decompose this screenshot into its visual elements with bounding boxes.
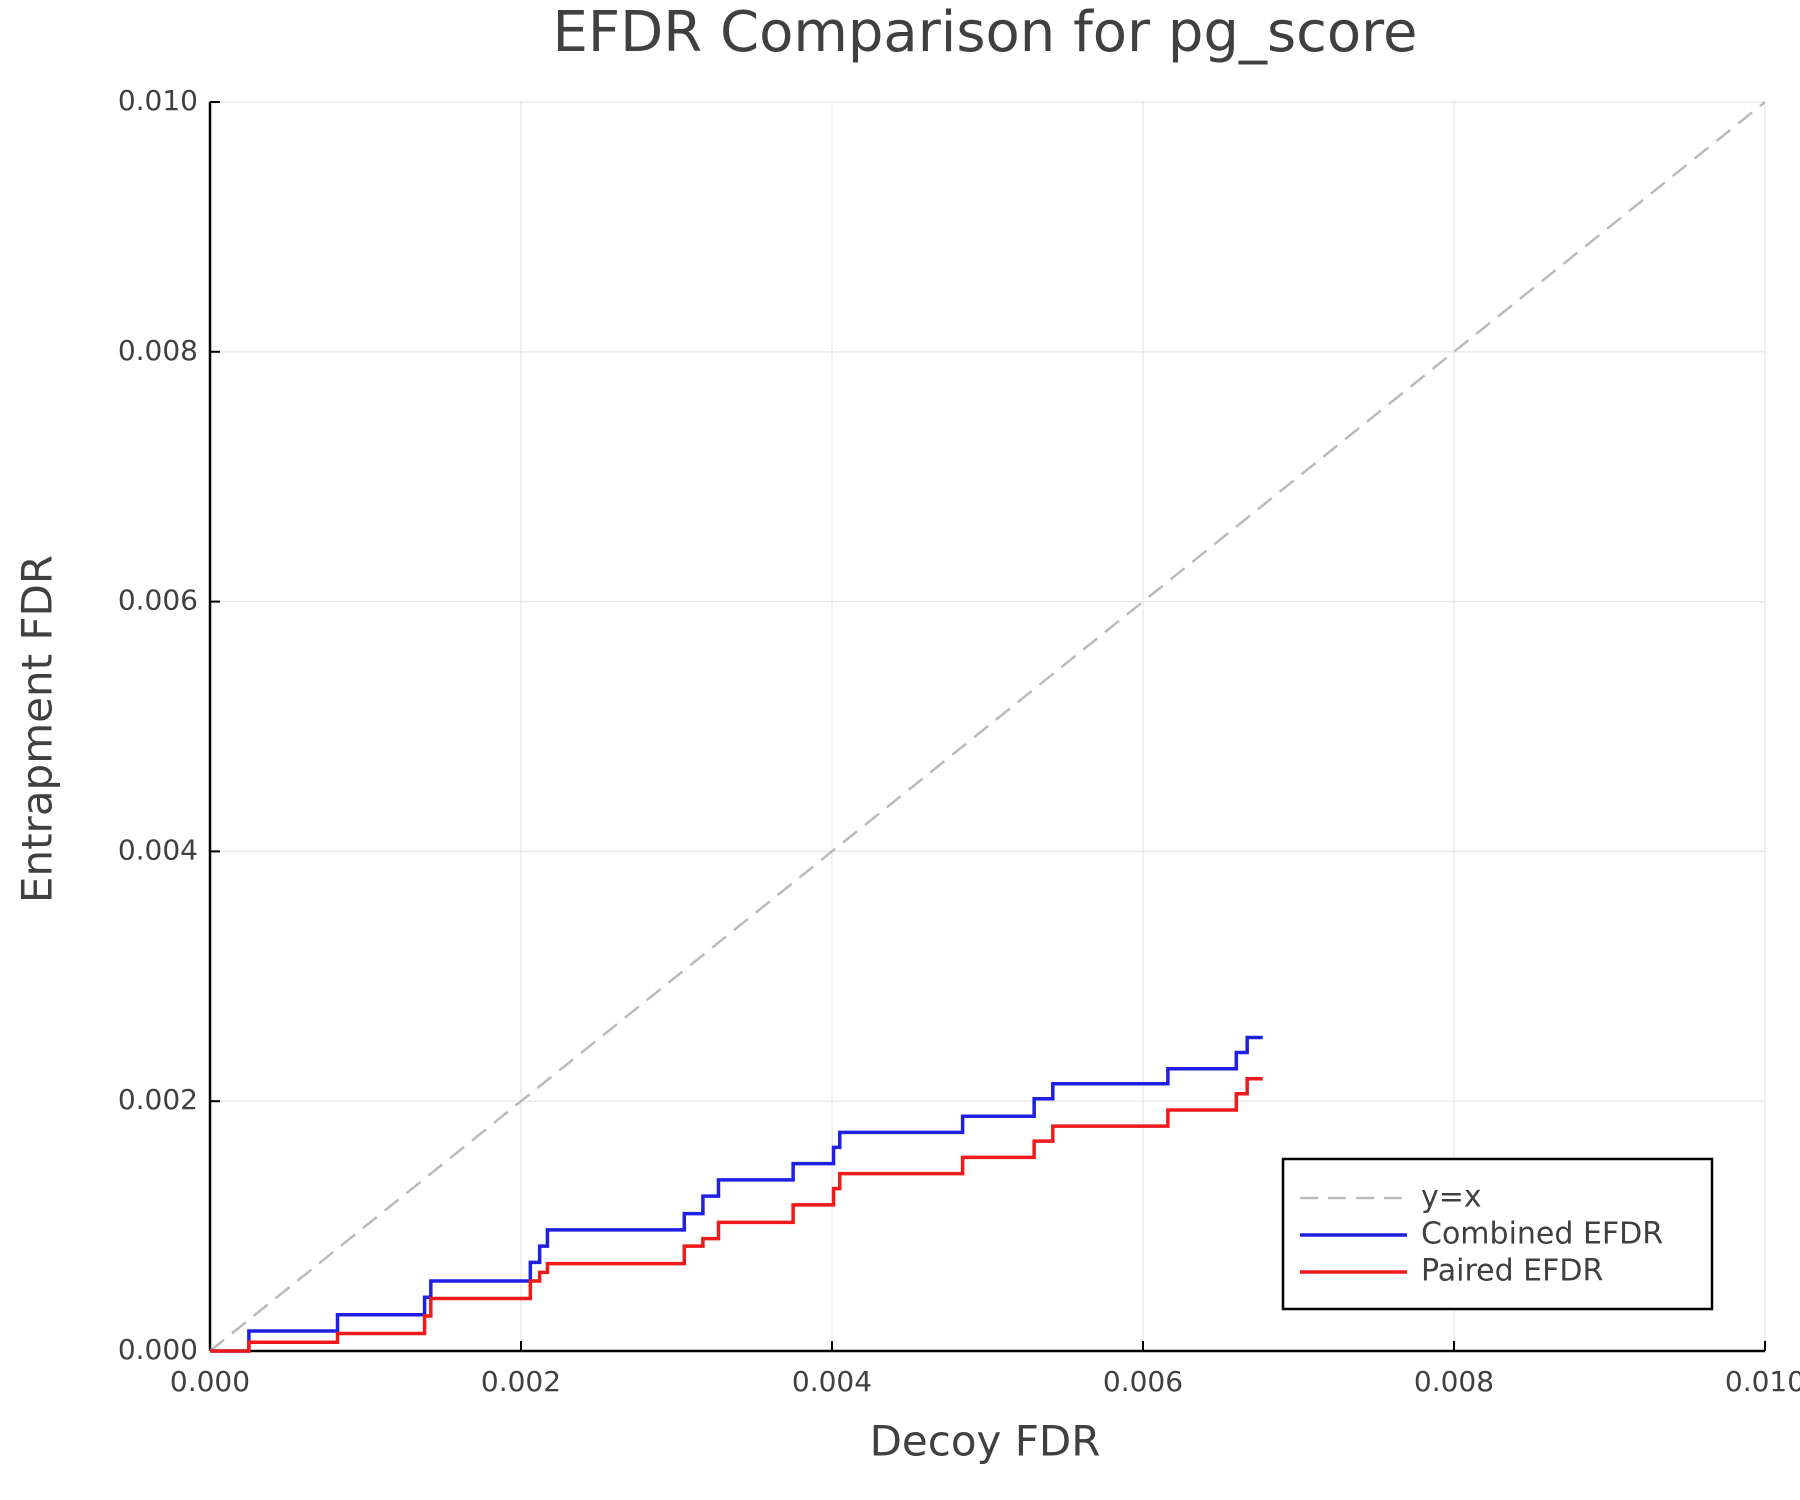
- x-tick-label: 0.004: [792, 1365, 872, 1398]
- y-tick-label: 0.006: [118, 584, 198, 617]
- series-line: [209, 101, 1766, 1352]
- x-tick-label: 0.008: [1414, 1365, 1494, 1398]
- y-tick-label: 0.010: [118, 84, 198, 117]
- y-tick-label: 0.004: [118, 833, 198, 866]
- series-line: [210, 1076, 1263, 1353]
- legend-label: Paired EFDR: [1421, 1254, 1603, 1289]
- y-axis-label: Entrapment FDR: [13, 555, 62, 903]
- series-line: [210, 1035, 1263, 1353]
- x-tick-label: 0.010: [1725, 1365, 1800, 1398]
- legend-label: y=x: [1421, 1180, 1482, 1215]
- y-tick-label: 0.000: [118, 1333, 198, 1366]
- y-tick-label: 0.008: [118, 334, 198, 367]
- x-tick-label: 0.006: [1103, 1365, 1183, 1398]
- x-tick-label: 0.002: [481, 1365, 561, 1398]
- y-tick-label: 0.002: [118, 1083, 198, 1116]
- chart-title: EFDR Comparison for pg_score: [553, 0, 1418, 65]
- x-tick-label: 0.000: [170, 1365, 250, 1398]
- x-axis-label: Decoy FDR: [870, 1417, 1101, 1466]
- legend-label: Combined EFDR: [1421, 1217, 1663, 1252]
